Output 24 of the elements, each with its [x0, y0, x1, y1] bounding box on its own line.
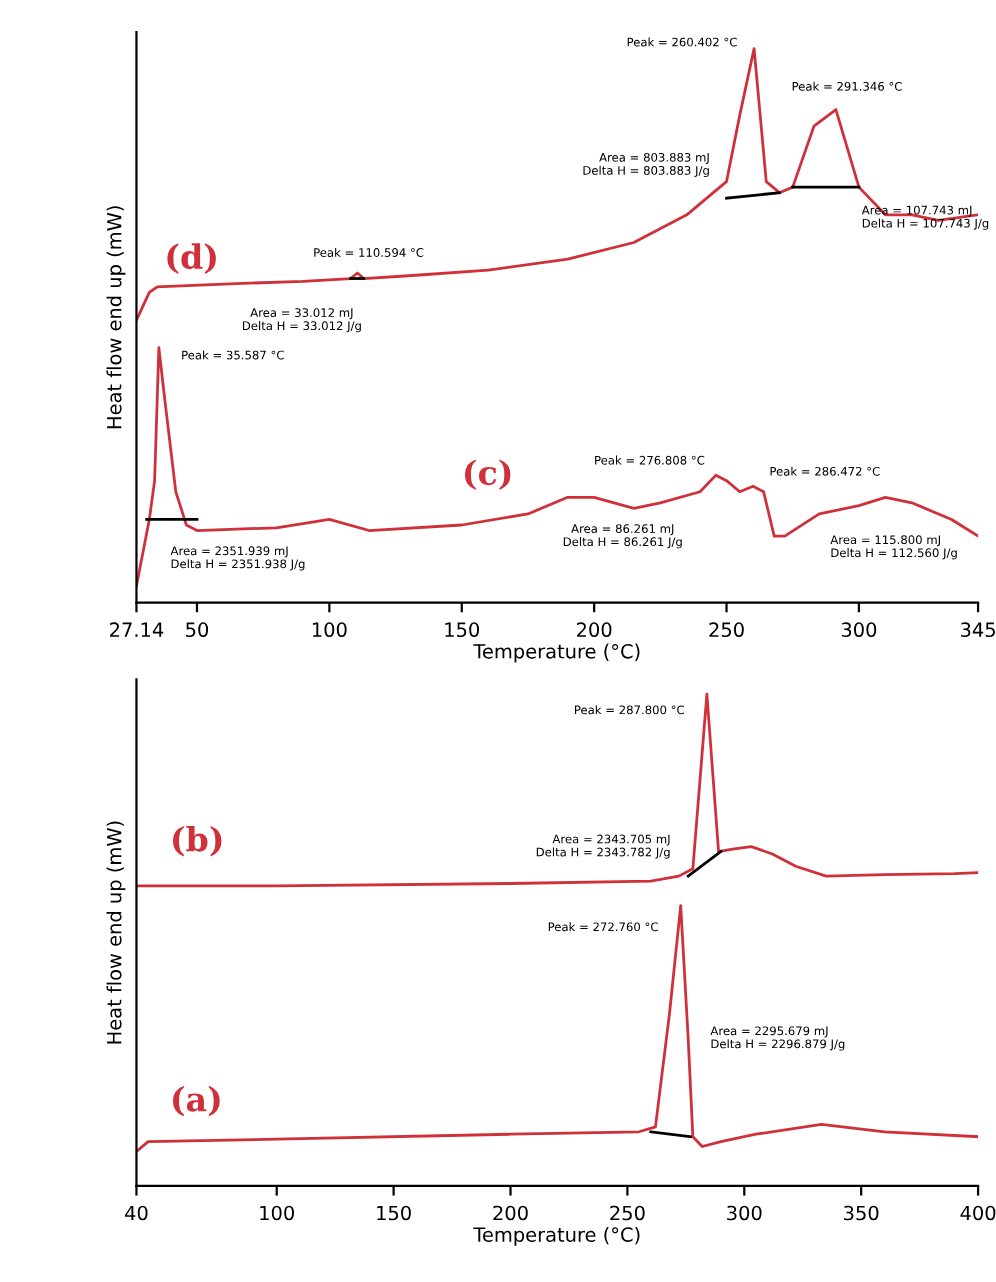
- x-tick-label: 250: [610, 1205, 645, 1221]
- x-tick-label: 300: [727, 1205, 762, 1221]
- y-axis-title: Heat flow end up (mW): [106, 821, 126, 1044]
- x-tick-label: 27.14: [110, 622, 164, 637]
- x-tick-label: 400: [960, 1205, 996, 1221]
- series-label: (b): [172, 825, 222, 857]
- x-tick-label: 150: [377, 1205, 411, 1221]
- x-axis-title: Temperature (°C): [473, 643, 640, 663]
- x-tick-label: 200: [493, 1205, 528, 1221]
- x-tick-label: 300: [841, 622, 877, 638]
- x-tick-label: 345: [961, 622, 995, 638]
- y-axis-title: Heat flow end up (mW): [106, 206, 126, 429]
- x-tick-label: 150: [445, 622, 480, 638]
- x-tick-label: 50: [186, 622, 209, 638]
- series-label: (d): [167, 243, 216, 274]
- x-tick-label: 350: [844, 1205, 879, 1221]
- x-axis-title: Temperature (°C): [473, 1226, 640, 1246]
- x-tick-label: 100: [312, 622, 347, 638]
- series-label: (a): [172, 1085, 220, 1117]
- series-label: (c): [464, 459, 511, 490]
- x-tick-label: 40: [125, 1205, 148, 1221]
- x-tick-label: 200: [577, 622, 612, 638]
- x-tick-label: 250: [709, 622, 744, 638]
- x-tick-label: 100: [260, 1205, 294, 1221]
